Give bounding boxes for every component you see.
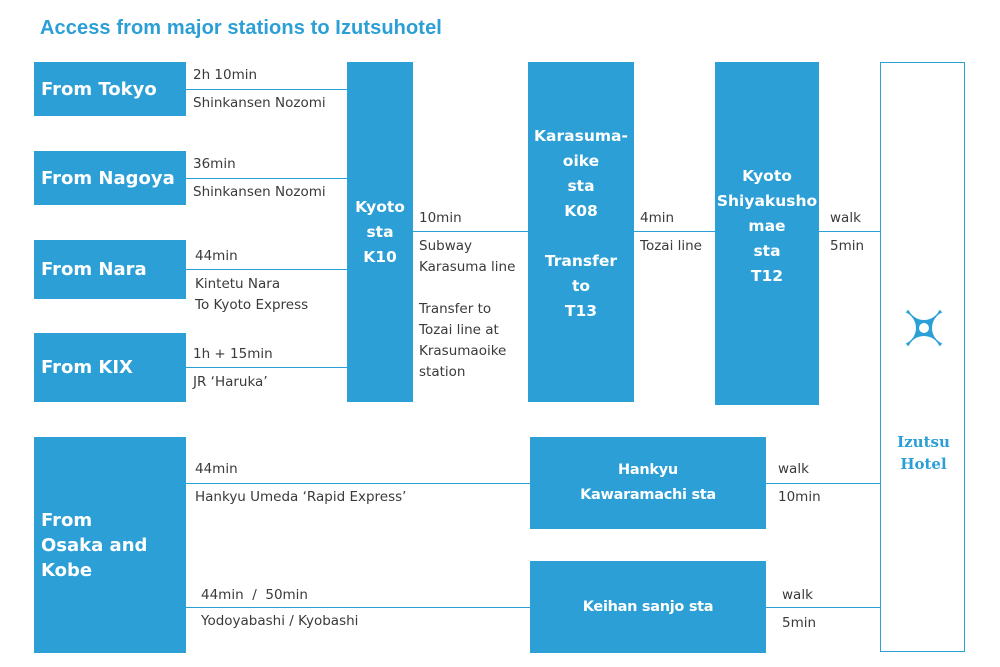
- keihan-walk: walk: [782, 587, 813, 603]
- keihan-train: Yodoyabashi / Kyobashi: [201, 613, 359, 629]
- tokyo-train: Shinkansen Nozomi: [193, 95, 326, 111]
- station-hankyu-kawaramachi: Hankyu Kawaramachi sta: [530, 437, 766, 529]
- shiyakusho-walk-time: 5min: [830, 238, 865, 254]
- line-karasuma-shiyakusho: [634, 231, 715, 232]
- izutsu-flower-logo-icon: [899, 303, 949, 353]
- origin-tokyo: From Tokyo: [34, 62, 186, 116]
- hankyu-walk: walk: [778, 461, 809, 477]
- line-shiyakusho-hotel: [819, 231, 880, 232]
- line-nagoya: [186, 178, 347, 179]
- shiyakusho-walk: walk: [830, 210, 861, 226]
- station-keihan-sanjo: Keihan sanjo sta: [530, 561, 766, 653]
- keihan-walk-time: 5min: [782, 615, 817, 631]
- page-title: Access from major stations to Izutsuhote…: [40, 17, 442, 39]
- keihan-time: 44min / 50min: [201, 587, 308, 603]
- kix-train: JR ‘Haruka’: [193, 374, 268, 390]
- station-karasuma-oike: Karasuma- oike sta K08 Transfer to T13: [528, 62, 634, 402]
- hotel-box: Izutsu Hotel: [880, 62, 965, 652]
- kix-time: 1h + 15min: [193, 346, 273, 362]
- line-kix: [186, 367, 347, 368]
- kyoto-karasuma-train: Subway Karasuma line Transfer to Tozai l…: [419, 238, 516, 380]
- nara-train: Kintetu Nara To Kyoto Express: [195, 276, 309, 313]
- tokyo-time: 2h 10min: [193, 67, 258, 83]
- line-keihan-hotel: [766, 607, 880, 608]
- station-shiyakusho-mae: Kyoto Shiyakusho mae sta T12: [715, 62, 819, 405]
- origin-nara: From Nara: [34, 240, 186, 299]
- nagoya-time: 36min: [193, 156, 236, 172]
- line-osaka-hankyu: [186, 483, 530, 484]
- nagoya-train: Shinkansen Nozomi: [193, 184, 326, 200]
- line-nara: [186, 269, 347, 270]
- karasuma-shiyakusho-time: 4min: [640, 210, 675, 226]
- line-hankyu-hotel: [766, 483, 880, 484]
- line-osaka-keihan: [186, 607, 530, 608]
- origin-kix: From KIX: [34, 333, 186, 402]
- karasuma-shiyakusho-train: Tozai line: [640, 238, 702, 254]
- hankyu-train: Hankyu Umeda ‘Rapid Express’: [195, 489, 407, 505]
- hankyu-time: 44min: [195, 461, 238, 477]
- origin-nagoya: From Nagoya: [34, 151, 186, 205]
- line-tokyo: [186, 89, 347, 90]
- kyoto-karasuma-time: 10min: [419, 210, 462, 226]
- line-kyoto-karasuma: [413, 231, 528, 232]
- hankyu-walk-time: 10min: [778, 489, 821, 505]
- nara-time: 44min: [195, 248, 238, 264]
- origin-osaka-kobe: From Osaka and Kobe: [34, 437, 186, 653]
- station-kyoto: Kyoto sta K10: [347, 62, 413, 402]
- hotel-name: Izutsu Hotel: [897, 433, 950, 473]
